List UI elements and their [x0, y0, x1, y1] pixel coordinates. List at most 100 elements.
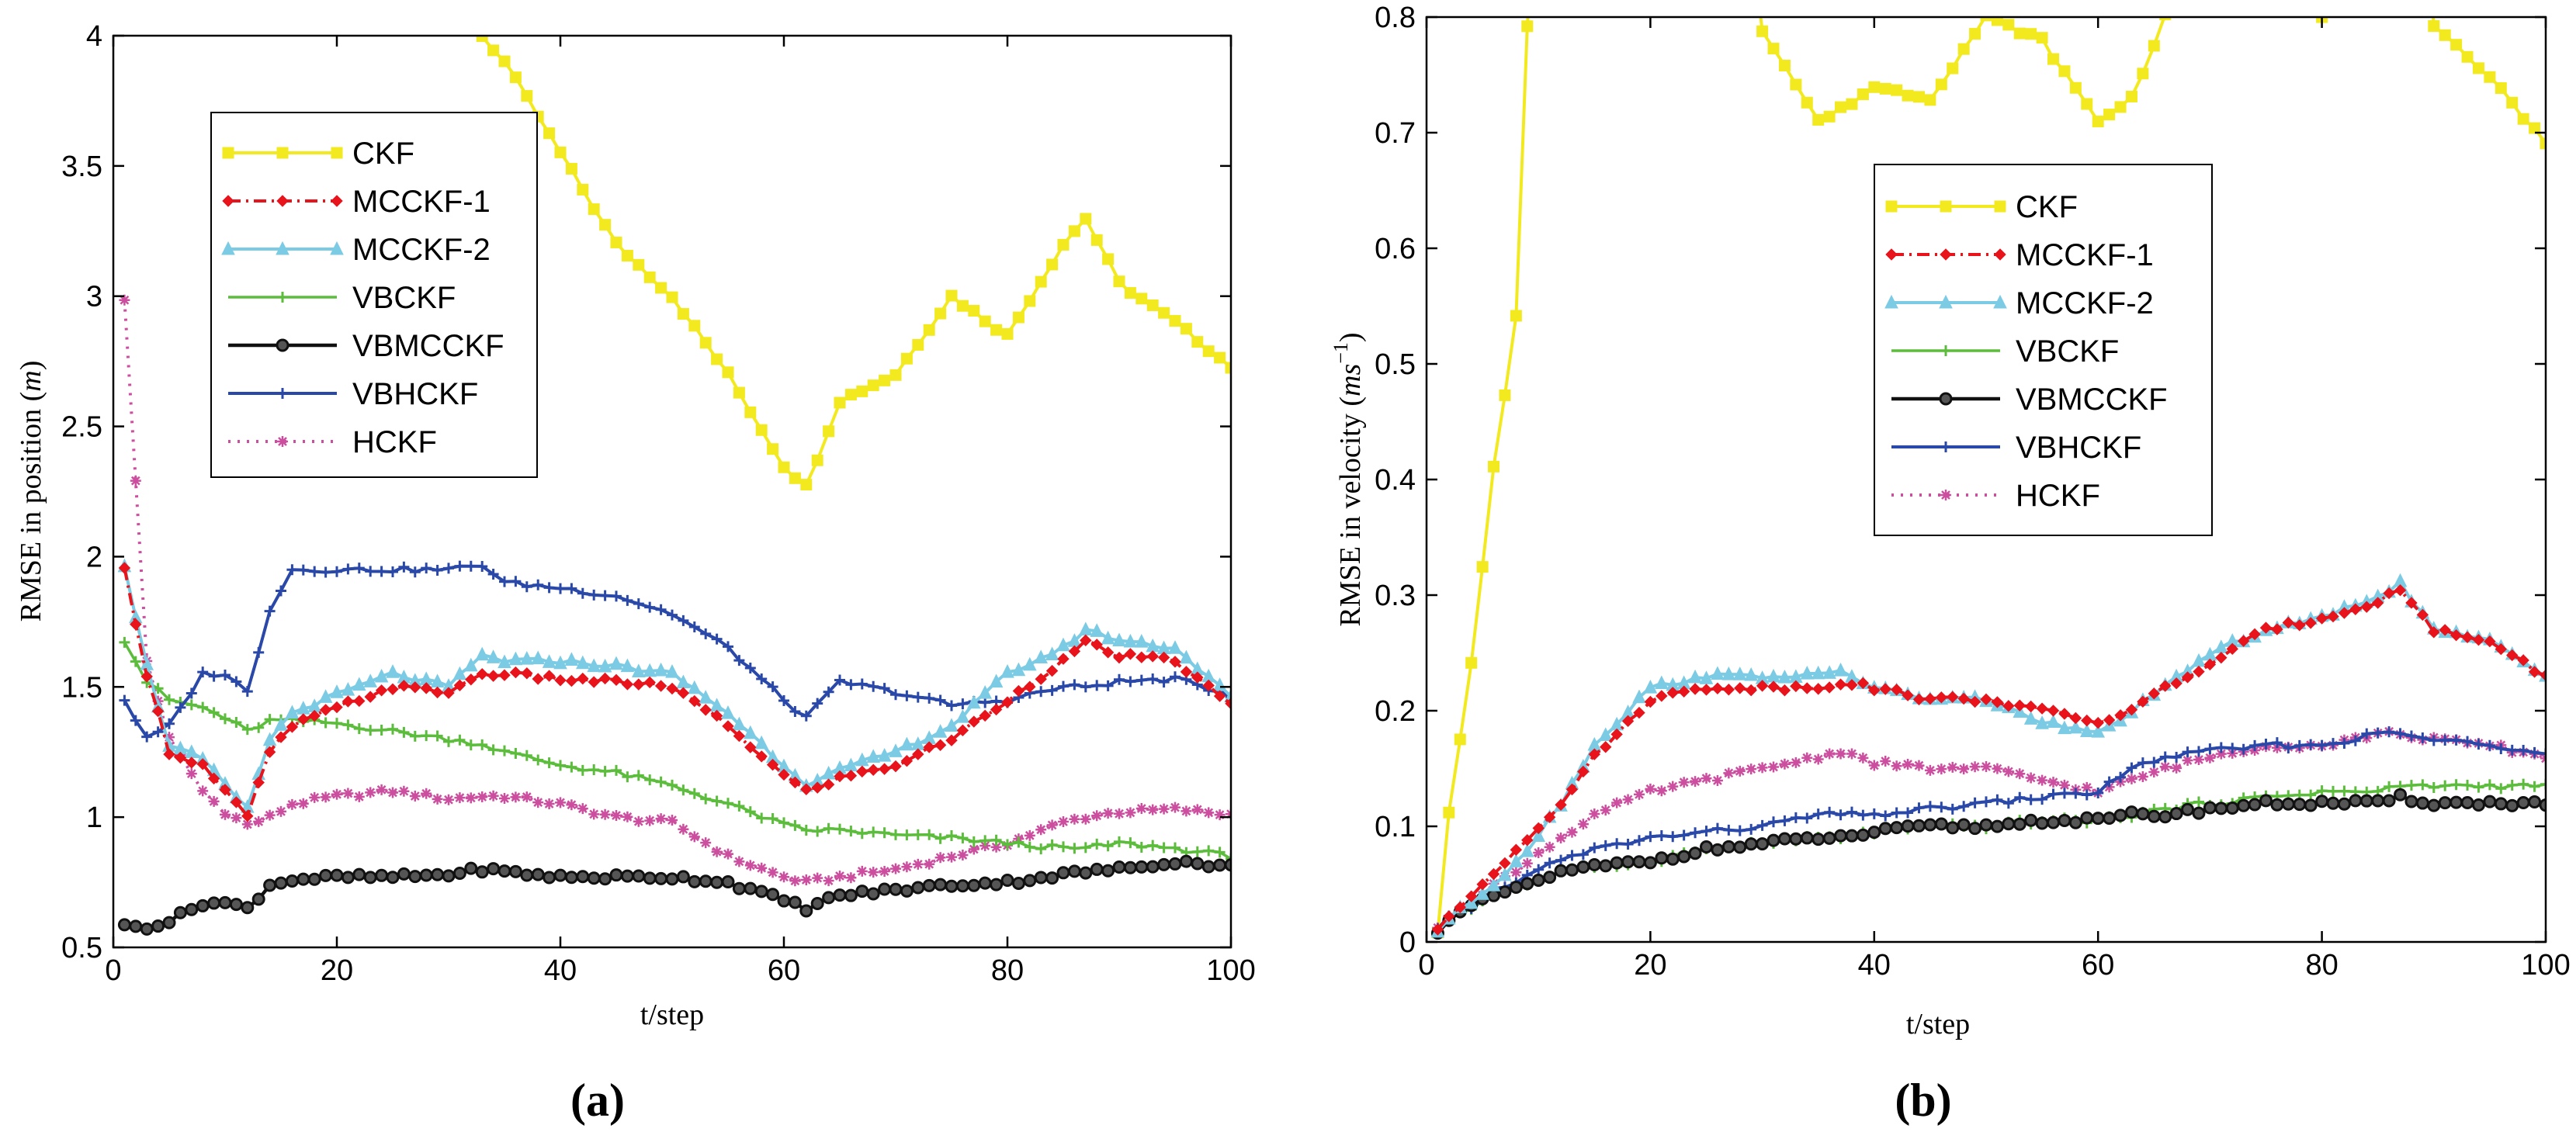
- data-point-vbmcckf: [2516, 796, 2530, 810]
- data-point-hckf: [1080, 813, 1091, 825]
- data-point-vbckf: [432, 730, 443, 742]
- data-point-mcckf-1: [1532, 822, 1545, 835]
- data-point-vbmcckf: [452, 866, 466, 880]
- data-point-vbhckf: [365, 566, 376, 577]
- data-point-vbhckf: [2349, 735, 2361, 746]
- data-point-mcckf-1: [543, 670, 556, 682]
- data-point-vbhckf: [1667, 831, 1679, 843]
- data-point-vbhckf: [2372, 727, 2384, 739]
- data-point-vbhckf: [868, 680, 879, 692]
- data-point-vbmcckf: [676, 870, 690, 884]
- data-point-vbhckf: [688, 621, 700, 633]
- data-point-ckf: [834, 396, 846, 409]
- data-point-mcckf-1: [1924, 692, 1936, 705]
- data-point-vbmcckf: [543, 871, 556, 885]
- data-point-vbhckf: [2428, 735, 2439, 746]
- data-point-mcckf-1: [956, 724, 969, 737]
- data-point-vbmcckf: [1756, 837, 1770, 851]
- legend-label: VBCKF: [352, 281, 456, 315]
- data-point-mcckf-2: [1688, 669, 1702, 684]
- data-point-hckf: [667, 814, 678, 826]
- data-point-vbmcckf: [2394, 788, 2408, 802]
- data-point-vbmcckf: [1834, 829, 1848, 843]
- data-point-vbhckf: [2115, 771, 2127, 783]
- data-point-vbmcckf: [1531, 874, 1545, 888]
- data-point-mcckf-1: [2472, 633, 2485, 646]
- y-tick-label: 0: [1399, 926, 1416, 959]
- x-axis-label-b: t/step: [1906, 1008, 1970, 1040]
- data-point-vbhckf: [175, 701, 186, 713]
- data-point-vbmcckf: [2124, 805, 2138, 819]
- data-point-mcckf-2: [1744, 666, 1758, 681]
- data-point-hckf: [342, 788, 354, 799]
- data-point-mcckf-2: [1112, 632, 1126, 647]
- data-point-ckf: [2114, 101, 2127, 113]
- data-point-mcckf-2: [285, 705, 300, 719]
- x-tick-label: 60: [2082, 949, 2114, 982]
- data-point-ckf: [2069, 81, 2082, 94]
- panel-label-a: (a): [570, 1075, 625, 1126]
- data-point-vbmcckf: [2158, 810, 2172, 824]
- data-point-hckf: [2171, 762, 2182, 774]
- data-point-vbhckf: [2450, 734, 2462, 746]
- data-point-hckf: [1544, 841, 1555, 853]
- data-point-ckf: [2137, 68, 2149, 80]
- data-point-hckf: [800, 874, 812, 885]
- data-point-vbhckf: [1555, 854, 1567, 866]
- data-point-vbckf: [778, 817, 789, 829]
- data-point-mcckf-1: [867, 763, 879, 776]
- data-point-vbckf: [1158, 842, 1170, 853]
- data-point-vbckf: [543, 757, 555, 769]
- data-point-ckf: [2092, 116, 2104, 128]
- data-point-mcckf-1: [1745, 684, 1757, 697]
- data-point-mcckf-1: [1722, 684, 1735, 696]
- data-point-vbckf: [2384, 781, 2395, 792]
- data-point-vbmcckf: [2427, 798, 2441, 812]
- data-point-mcckf-1: [353, 694, 366, 708]
- data-point-mcckf-1: [1689, 683, 1701, 695]
- data-point-hckf: [845, 872, 857, 884]
- legend-entry-vbhckf: VBHCKF: [228, 377, 478, 411]
- data-point-hckf: [1555, 832, 1567, 843]
- data-point-mcckf-1: [1101, 646, 1115, 659]
- data-point-mcckf-1: [2170, 677, 2182, 690]
- data-point-mcckf-1: [778, 768, 790, 781]
- data-point-mcckf-1: [766, 758, 779, 771]
- data-point-ckf: [1202, 345, 1215, 358]
- series-vbhckf: [119, 560, 1231, 743]
- data-point-mcckf-1: [1476, 878, 1489, 891]
- data-point-hckf: [1779, 758, 1791, 770]
- data-point-vbckf: [2450, 779, 2462, 791]
- data-point-hckf: [2159, 761, 2171, 773]
- data-point-mcckf-1: [688, 694, 701, 708]
- data-point-vbmcckf: [587, 871, 601, 885]
- data-point-vbhckf: [1147, 673, 1159, 684]
- data-point-ckf: [1924, 94, 1936, 106]
- data-point-vbmcckf: [1023, 874, 1037, 888]
- data-point-mcckf-2: [665, 664, 679, 678]
- data-point-vbmcckf: [263, 878, 277, 892]
- data-point-mcckf-2: [1811, 665, 1825, 680]
- data-point-mcckf-2: [1179, 649, 1194, 664]
- data-point-ckf: [688, 320, 701, 332]
- data-point-ckf: [1024, 295, 1036, 307]
- data-point-vbhckf: [2014, 791, 2026, 803]
- data-point-mcckf-1: [565, 674, 578, 687]
- data-point-vbmcckf: [1191, 857, 1205, 871]
- data-point-mcckf-1: [2271, 623, 2283, 635]
- data-point-hckf: [1958, 763, 1970, 775]
- legend-marker: [221, 241, 235, 255]
- data-point-vbmcckf: [1856, 828, 1870, 842]
- data-point-vbckf: [611, 764, 622, 776]
- data-point-mcckf-2: [945, 718, 959, 732]
- data-point-hckf: [834, 870, 845, 881]
- data-point-hckf: [1622, 794, 1634, 805]
- data-point-vbmcckf: [1067, 864, 1081, 878]
- data-point-vbmcckf: [609, 868, 623, 882]
- data-point-vbmcckf: [1655, 851, 1669, 865]
- data-point-vbmcckf: [508, 864, 522, 878]
- data-point-vbmcckf: [2225, 802, 2239, 815]
- data-point-vbhckf: [510, 576, 522, 587]
- data-point-vbhckf: [633, 598, 644, 610]
- data-point-ckf: [2047, 53, 2060, 65]
